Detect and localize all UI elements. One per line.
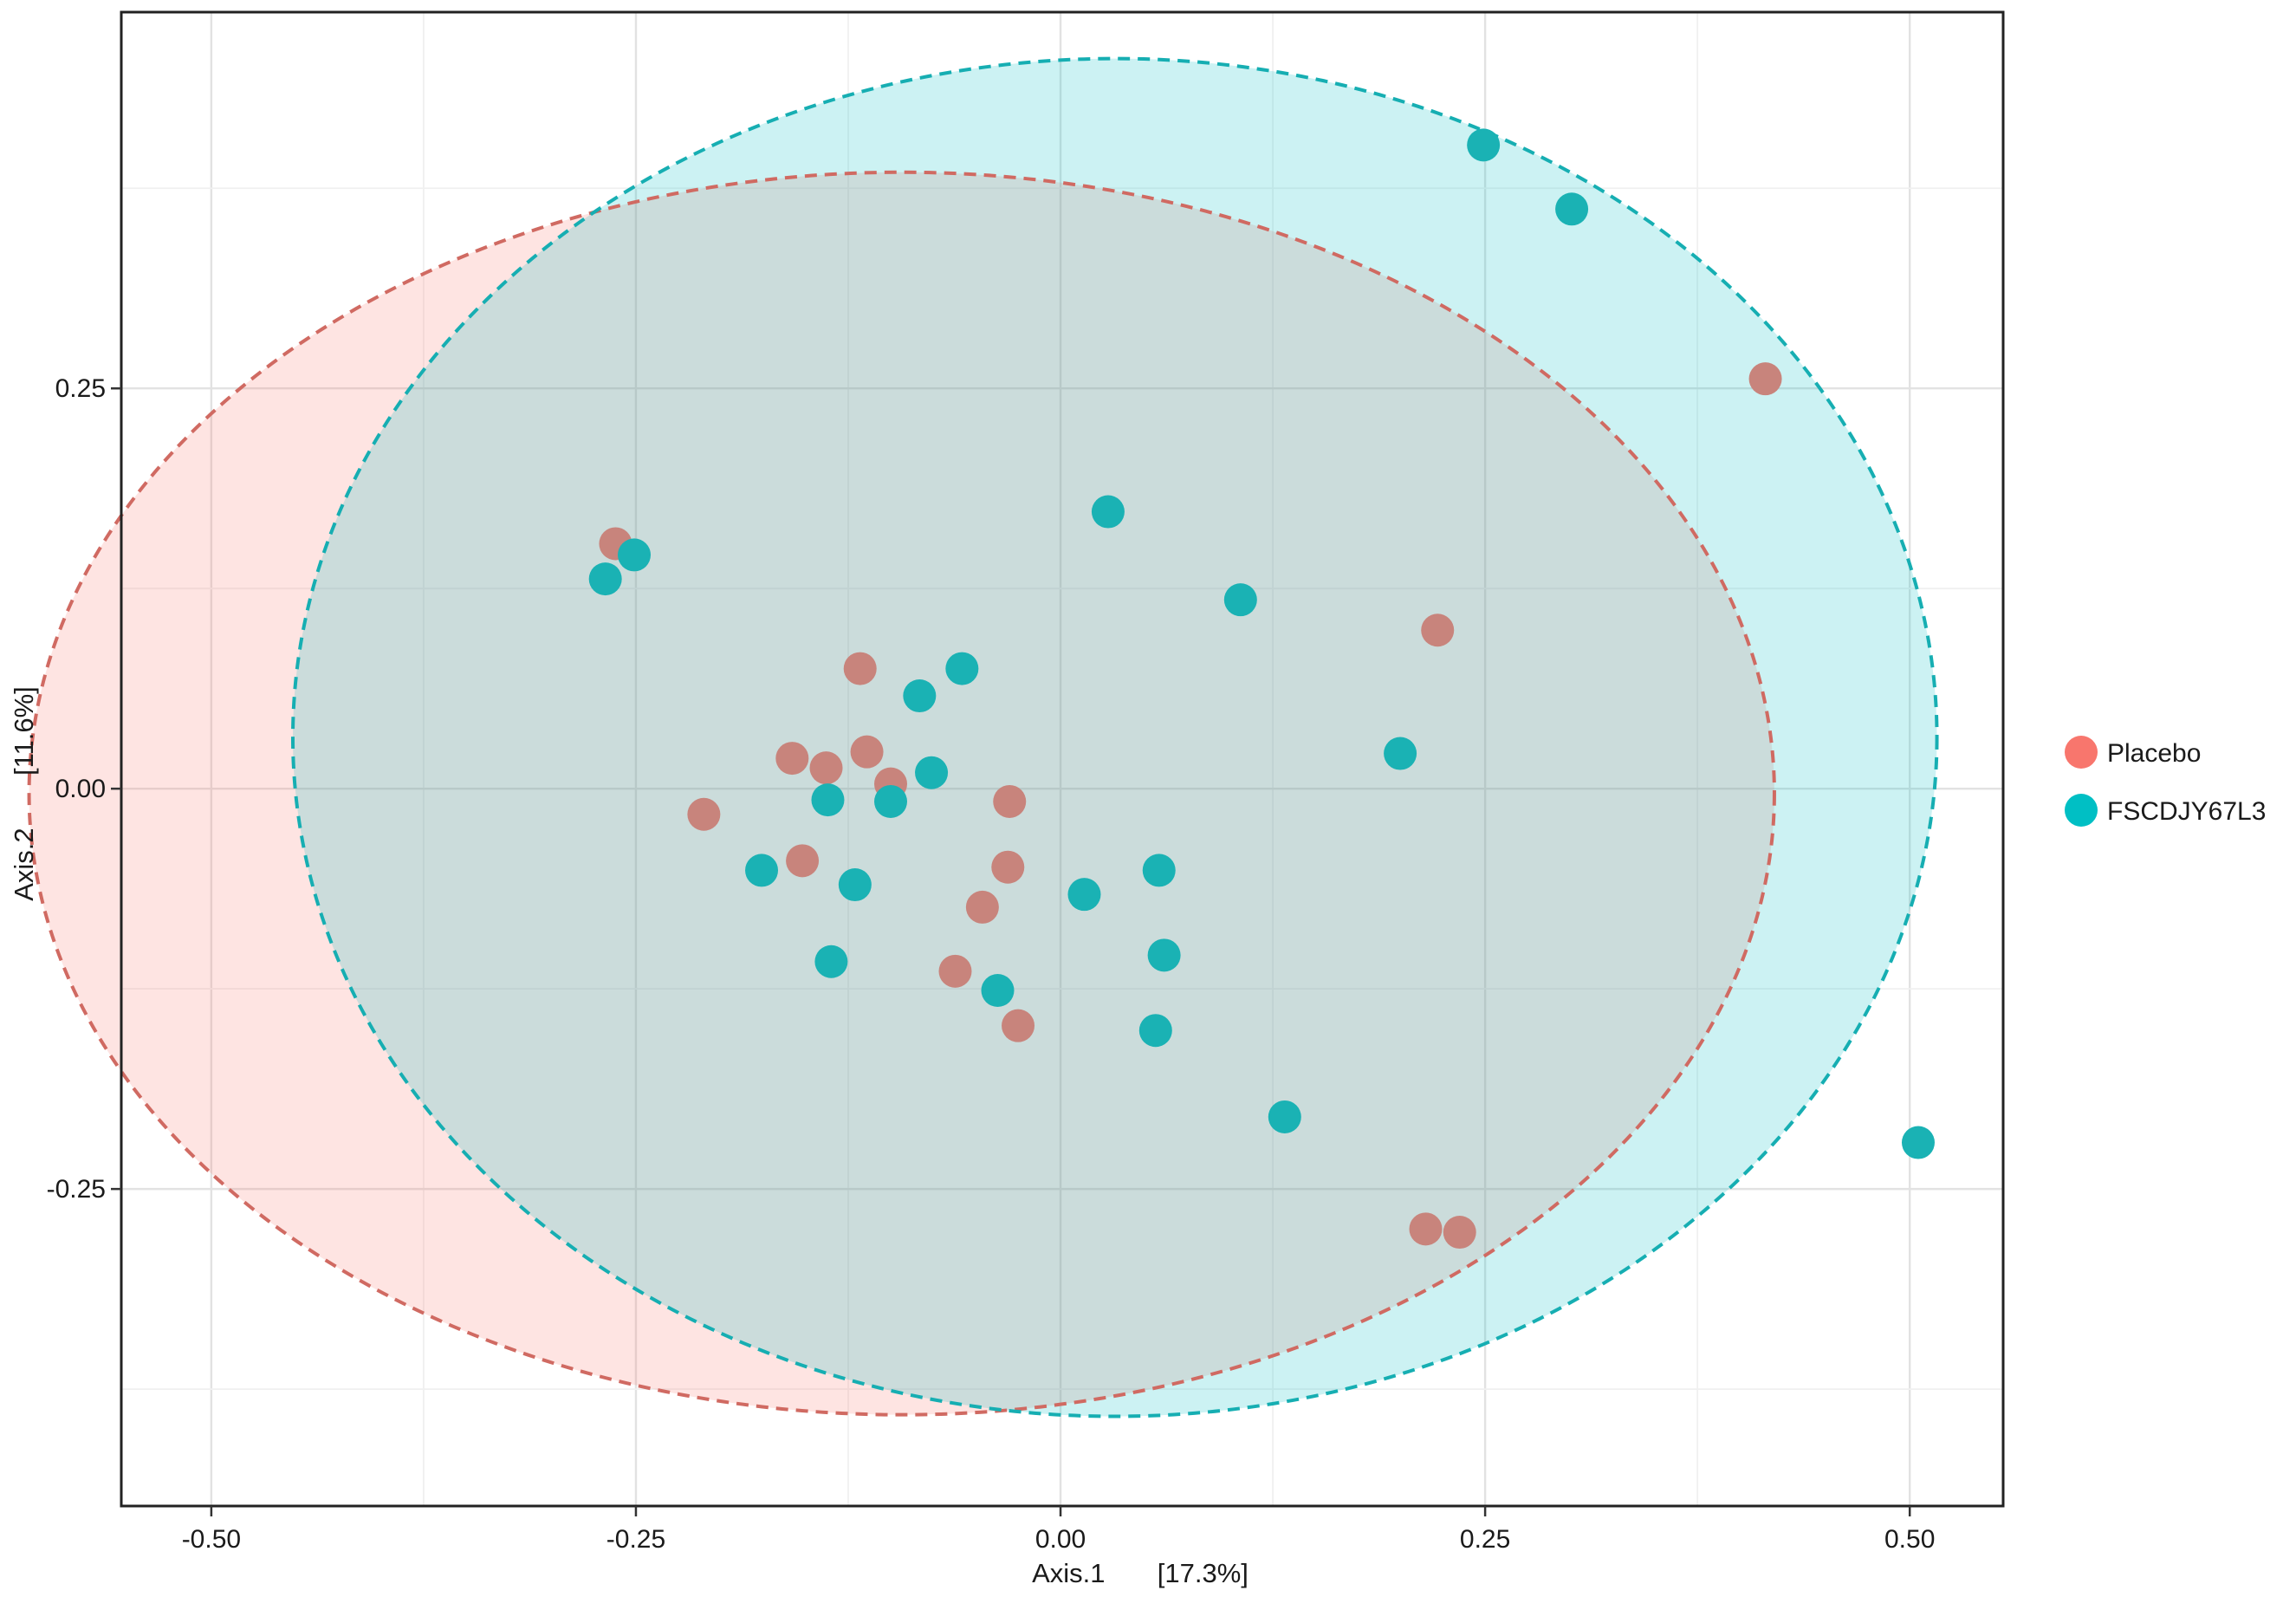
point-placebo-12 [1002, 1009, 1035, 1042]
point-placebo-16 [1443, 1216, 1476, 1250]
y-axis-ticks: -0.25 0.00 0.25 [47, 374, 121, 1204]
point-placebo-13 [1421, 613, 1455, 647]
point-fscdjy67l3-7 [903, 679, 937, 713]
legend-label-placebo: Placebo [2107, 739, 2201, 768]
gridlines [121, 12, 2003, 1506]
confidence-ellipses [27, 56, 1939, 1418]
point-fscdjy67l3-9 [874, 784, 908, 818]
data-points [588, 128, 1935, 1250]
point-fscdjy67l3-13 [838, 868, 872, 902]
point-fscdjy67l3-11 [1384, 737, 1417, 770]
ellipse-outline-fscdjy67l3 [290, 56, 1939, 1418]
x-axis-title: Axis.1 [17.3%] [1032, 1558, 1249, 1588]
point-placebo-3 [809, 751, 843, 785]
legend: Placebo FSCDJY67L3 [2065, 736, 2266, 827]
point-fscdjy67l3-2 [618, 538, 652, 572]
point-fscdjy67l3-3 [588, 562, 622, 596]
x-tick-label: -0.50 [182, 1525, 241, 1554]
legend-key-fscdjy67l3 [2065, 794, 2098, 827]
x-tick-label: 0.00 [1035, 1525, 1086, 1554]
point-fscdjy67l3-5 [1223, 583, 1257, 617]
ellipse-fill-fscdjy67l3 [292, 58, 1937, 1417]
point-fscdjy67l3-12 [745, 854, 779, 887]
y-axis-title: Axis.2 [11.6%] [9, 686, 39, 901]
point-fscdjy67l3-6 [945, 652, 979, 685]
point-fscdjy67l3-8 [915, 756, 949, 789]
x-axis-ticks: -0.50 -0.25 0.00 0.25 0.50 [182, 1506, 1935, 1554]
point-placebo-10 [965, 890, 999, 924]
point-fscdjy67l3-16 [814, 945, 848, 978]
point-placebo-11 [938, 954, 972, 988]
point-fscdjy67l3-20 [1268, 1100, 1301, 1133]
point-fscdjy67l3-14 [1067, 878, 1101, 912]
point-placebo-1 [843, 652, 877, 685]
point-fscdjy67l3-18 [981, 974, 1015, 1008]
legend-label-fscdjy67l3: FSCDJY67L3 [2107, 797, 2266, 826]
x-tick-label: 0.25 [1460, 1525, 1510, 1554]
point-placebo-15 [1409, 1212, 1443, 1246]
point-fscdjy67l3-15 [1142, 854, 1176, 887]
ellipse-outline-placebo [27, 170, 1776, 1417]
point-fscdjy67l3-19 [1138, 1014, 1172, 1048]
point-placebo-4 [850, 735, 884, 769]
x-tick-label: -0.25 [606, 1525, 665, 1554]
point-fscdjy67l3-1 [1555, 192, 1589, 226]
y-tick-label: 0.25 [55, 374, 106, 403]
point-placebo-2 [775, 742, 809, 776]
point-fscdjy67l3-4 [1091, 495, 1125, 529]
y-tick-label: 0.00 [55, 775, 106, 803]
point-fscdjy67l3-21 [1901, 1126, 1935, 1159]
plot-panel-border [120, 10, 2005, 1508]
point-placebo-9 [991, 850, 1025, 884]
y-tick-label: -0.25 [47, 1175, 106, 1204]
x-tick-label: 0.50 [1884, 1525, 1935, 1554]
point-fscdjy67l3-0 [1467, 128, 1501, 162]
point-placebo-8 [786, 844, 820, 878]
point-fscdjy67l3-10 [811, 783, 845, 817]
point-placebo-6 [687, 797, 721, 831]
point-fscdjy67l3-17 [1147, 938, 1181, 972]
point-placebo-7 [993, 784, 1027, 818]
point-placebo-14 [1748, 362, 1782, 396]
legend-key-placebo [2065, 736, 2098, 769]
